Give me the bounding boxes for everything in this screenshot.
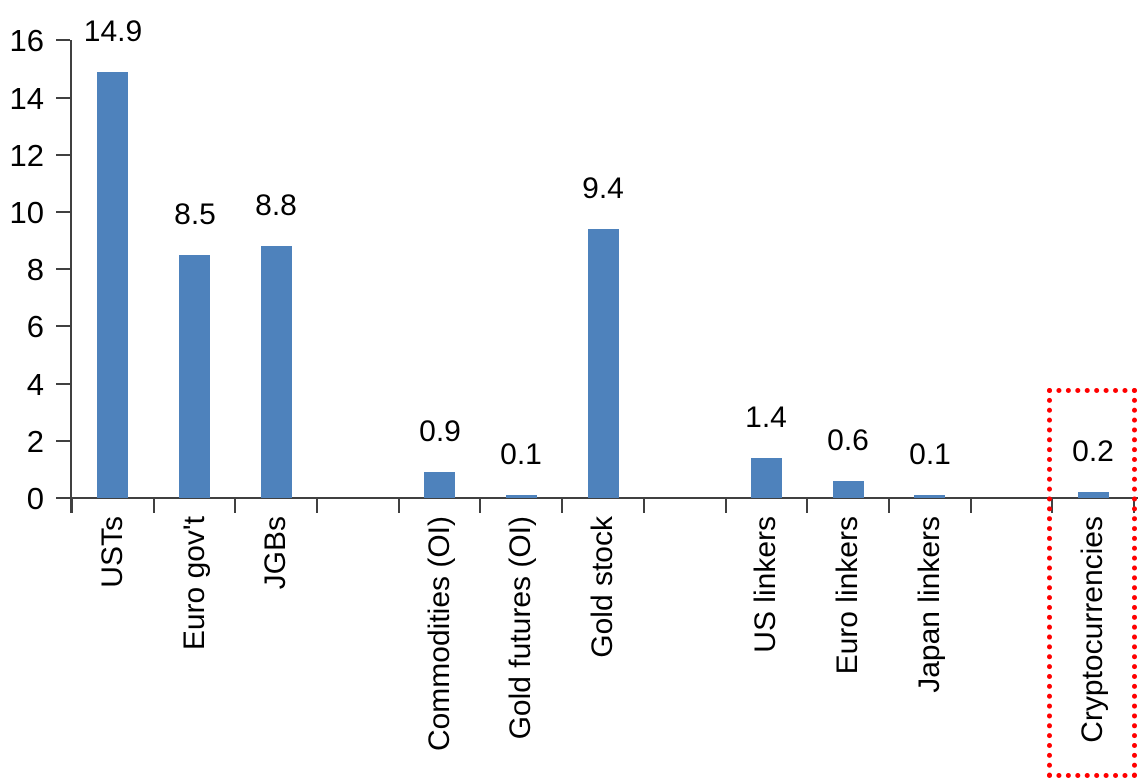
bar-cryptocurrencies: [1078, 492, 1109, 498]
x-axis-tick: [725, 499, 727, 513]
y-axis-tick: [56, 211, 70, 213]
y-axis-line: [70, 40, 72, 513]
x-axis-tick: [806, 499, 808, 513]
y-axis-tick: [56, 325, 70, 328]
y-axis-tick-label: 0: [26, 481, 44, 516]
bar-commodities-oi-: [424, 472, 455, 498]
y-axis-tick: [56, 39, 70, 42]
bar-value-label: 8.5: [174, 198, 216, 231]
y-axis-tick-label: 6: [26, 309, 44, 345]
bar-value-label: 0.2: [1072, 435, 1114, 468]
bar-japan-linkers: [914, 495, 945, 498]
bar-euro-linkers: [833, 481, 864, 498]
y-axis-tick-label: 12: [9, 137, 44, 173]
x-axis-tick: [398, 499, 400, 513]
bar-gold-stock: [588, 229, 619, 498]
x-axis-tick: [970, 499, 972, 513]
x-axis-tick: [643, 499, 645, 513]
y-axis-tick: [56, 96, 70, 99]
x-axis-tick: [71, 499, 73, 513]
category-label: Gold futures (OI): [504, 516, 537, 740]
bar-value-label: 0.1: [909, 438, 951, 471]
x-axis-line: [70, 497, 1138, 499]
category-label: USTs: [96, 516, 129, 588]
bar-us-linkers: [751, 458, 782, 498]
bar-value-label: 1.4: [745, 401, 787, 434]
y-axis-tick: [56, 382, 70, 385]
bar-gold-futures-oi-: [506, 495, 537, 498]
y-axis-tick: [56, 153, 70, 156]
y-axis-tick-label: 14: [9, 80, 44, 116]
bar-usts: [97, 72, 128, 498]
y-axis-tick-label: 2: [26, 423, 44, 459]
category-label: Euro gov't: [178, 516, 211, 651]
category-label: Euro linkers: [831, 516, 864, 675]
category-label: Gold stock: [586, 516, 619, 658]
category-label: JGBs: [259, 516, 292, 590]
bar-value-label: 0.6: [827, 424, 869, 457]
y-axis-tick-label: 4: [26, 366, 44, 402]
category-label: Japan linkers: [913, 516, 946, 693]
bar-jgbs: [261, 246, 292, 498]
highlight-dotted-box: [1047, 388, 1137, 778]
y-axis-tick: [56, 439, 70, 442]
y-axis-tick-label: 16: [9, 23, 44, 59]
x-axis-tick: [479, 499, 481, 513]
x-axis-tick: [153, 499, 155, 513]
y-axis-tick-label: 8: [26, 252, 44, 288]
bar-euro-gov-t: [179, 255, 210, 498]
y-axis-tick-label: 10: [9, 195, 44, 230]
x-axis-tick: [1051, 499, 1053, 513]
y-axis-tick: [56, 497, 70, 499]
category-label: US linkers: [749, 516, 782, 653]
bar-value-label: 8.8: [255, 189, 297, 222]
bar-value-label: 9.4: [582, 172, 624, 205]
bar-value-label: 14.9: [83, 15, 143, 48]
category-label: Commodities (OI): [423, 516, 456, 752]
x-axis-tick: [888, 499, 890, 513]
x-axis-tick: [316, 499, 318, 513]
x-axis-tick: [561, 499, 563, 513]
bar-value-label: 0.9: [419, 415, 461, 448]
bar-value-label: 0.1: [500, 438, 542, 471]
x-axis-tick: [234, 499, 236, 513]
y-axis-tick: [56, 268, 70, 271]
